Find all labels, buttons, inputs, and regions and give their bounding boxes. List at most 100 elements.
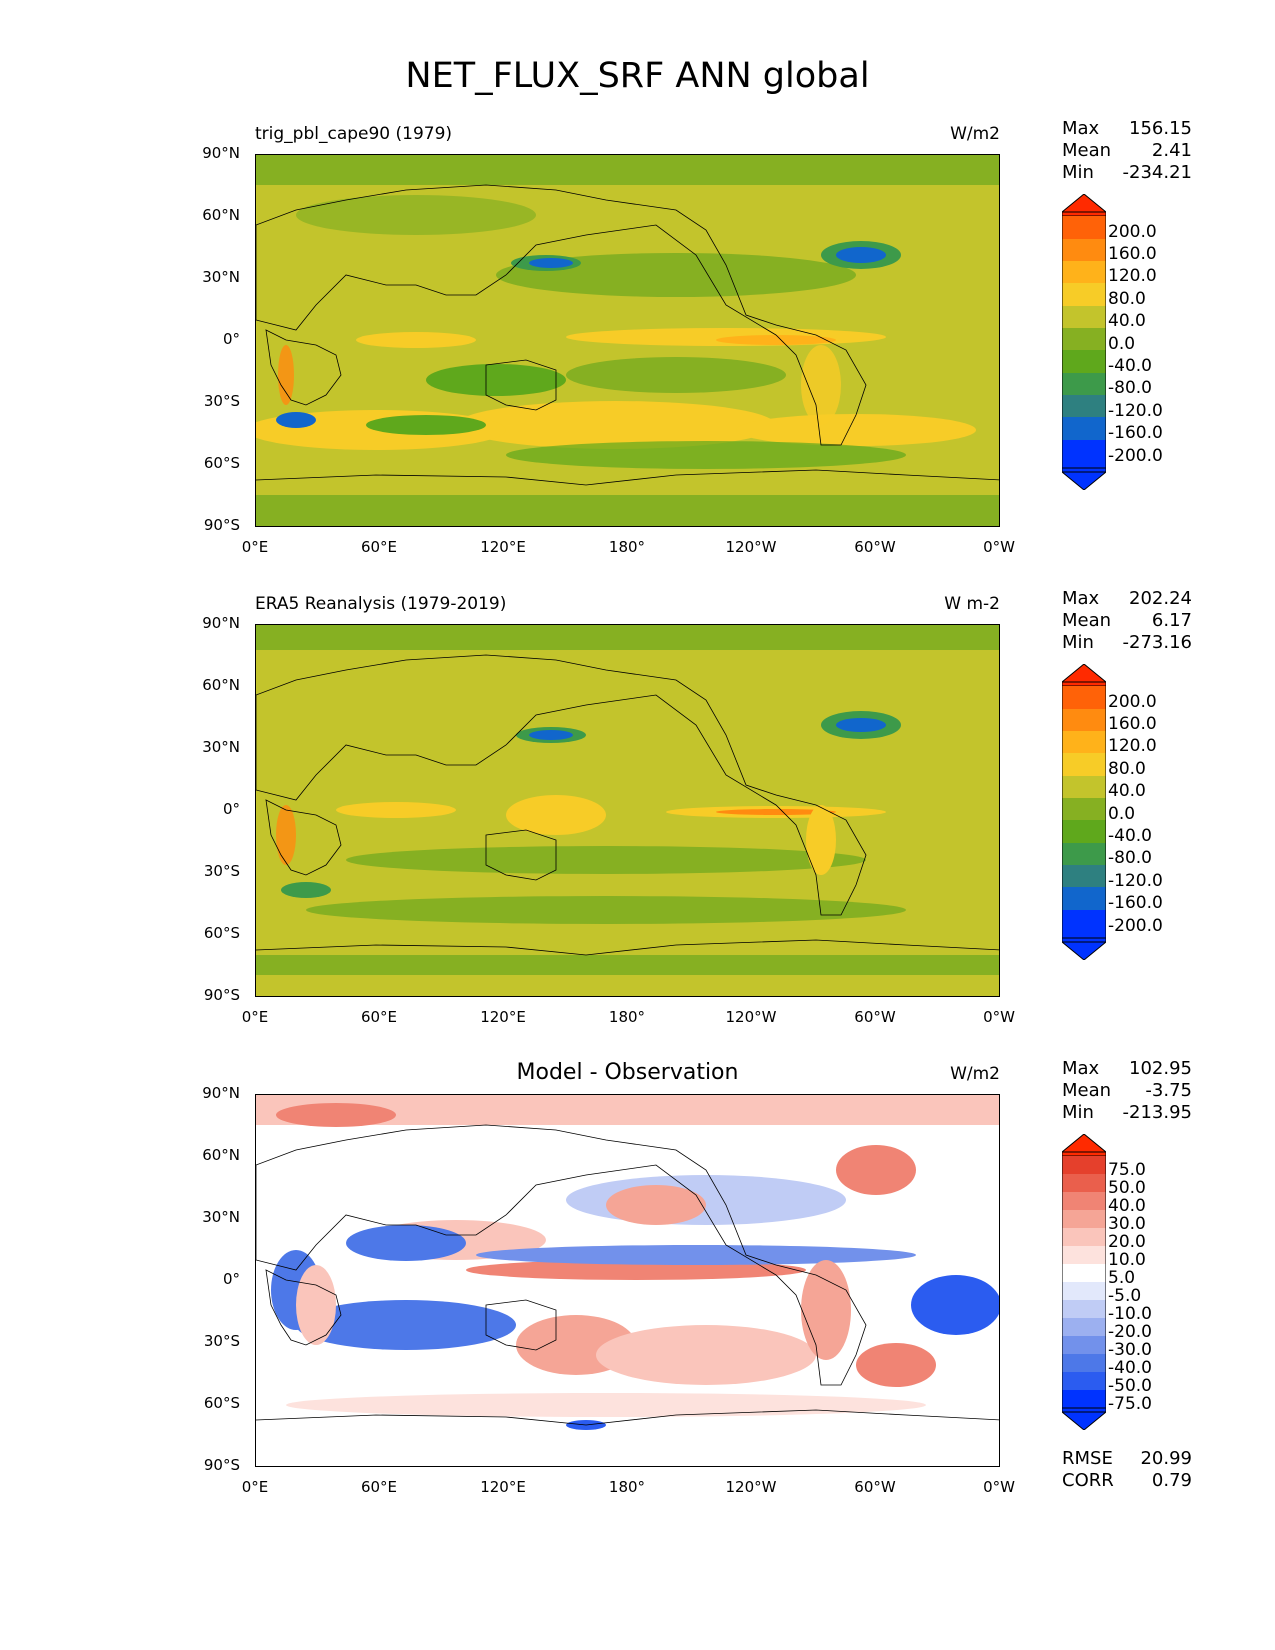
- units-label: W/m2: [950, 124, 1000, 144]
- stat-max: 102.95: [1129, 1058, 1192, 1079]
- colorbar-label: 30.0: [1108, 1214, 1146, 1234]
- stats-box: Max 156.15 Mean 2.41 Min -234.21: [1062, 118, 1192, 184]
- stats-box: Max 202.24 Mean 6.17 Min -273.16: [1062, 588, 1192, 654]
- colorbar-label: 80.0: [1108, 759, 1146, 779]
- lon-label: 180°: [608, 538, 646, 556]
- stat-label: Max: [1062, 1058, 1100, 1079]
- stat-min: -234.21: [1122, 162, 1192, 183]
- lat-label: 0°: [222, 330, 240, 348]
- panel-title: ERA5 Reanalysis (1979-2019): [255, 594, 507, 614]
- colorbar: [1061, 193, 1107, 491]
- colorbar-label: -80.0: [1108, 378, 1152, 398]
- colorbar-label: 10.0: [1108, 1250, 1146, 1270]
- colorbar-label: 75.0: [1108, 1160, 1146, 1180]
- lat-label: 30°S: [203, 1332, 240, 1350]
- stat-label: Min: [1062, 162, 1094, 183]
- stat-label: Mean: [1062, 140, 1112, 161]
- lat-label: 0°: [222, 1270, 240, 1288]
- lon-label: 60°W: [854, 1008, 896, 1026]
- colorbar-label: -40.0: [1108, 1358, 1152, 1378]
- lon-label: 0°E: [241, 1008, 269, 1026]
- lat-label: 30°N: [202, 268, 240, 286]
- lat-label: 60°S: [203, 454, 240, 472]
- map-plot-observation[interactable]: [255, 624, 1000, 997]
- colorbar-label: 40.0: [1108, 1196, 1146, 1216]
- colorbar-label: 80.0: [1108, 289, 1146, 309]
- colorbar-label: -40.0: [1108, 356, 1152, 376]
- lon-label: 0°W: [983, 538, 1015, 556]
- lat-label: 90°N: [202, 144, 240, 162]
- lon-label: 180°: [608, 1008, 646, 1026]
- metric-corr: 0.79: [1151, 1470, 1192, 1491]
- colorbar-label: 40.0: [1108, 781, 1146, 801]
- coastline-outline: [256, 184, 999, 486]
- colorbar: [1061, 663, 1107, 961]
- lon-label: 120°E: [480, 1008, 526, 1026]
- colorbar-label: -160.0: [1108, 423, 1163, 443]
- lon-label: 60°W: [854, 1478, 896, 1496]
- colorbar-graphic: [1061, 1133, 1107, 1431]
- stat-label: Min: [1062, 1102, 1094, 1123]
- lat-label: 30°N: [202, 738, 240, 756]
- lat-label: 0°: [222, 800, 240, 818]
- colorbar-label: -20.0: [1108, 1322, 1152, 1342]
- colorbar-graphic: [1061, 663, 1107, 961]
- lat-label: 30°S: [203, 392, 240, 410]
- map-field: [256, 625, 999, 996]
- colorbar-label: 200.0: [1108, 692, 1157, 712]
- colorbar-label: -120.0: [1108, 871, 1163, 891]
- map-field: [256, 1095, 999, 1466]
- lat-label: 60°S: [203, 1394, 240, 1412]
- colorbar-label: -50.0: [1108, 1376, 1152, 1396]
- lon-label: 120°W: [725, 1008, 777, 1026]
- colorbar-label: 120.0: [1108, 736, 1157, 756]
- units-label: W m-2: [944, 594, 1000, 614]
- lon-label: 60°E: [360, 1478, 398, 1496]
- lat-label: 90°S: [203, 986, 240, 1004]
- colorbar-label: 0.0: [1108, 804, 1136, 824]
- colorbar-label: -75.0: [1108, 1394, 1152, 1414]
- stat-label: Mean: [1062, 610, 1112, 631]
- stat-min: -273.16: [1122, 632, 1192, 653]
- map-plot-model[interactable]: [255, 154, 1000, 527]
- stat-label: Max: [1062, 118, 1100, 139]
- stats-box: Max 102.95 Mean -3.75 Min -213.95: [1062, 1058, 1192, 1124]
- stat-label: Min: [1062, 632, 1094, 653]
- colorbar-label: -5.0: [1108, 1286, 1142, 1306]
- lon-label: 0°E: [241, 538, 269, 556]
- lat-label: 90°S: [203, 1456, 240, 1474]
- colorbar-label: -80.0: [1108, 848, 1152, 868]
- colorbar-label: -200.0: [1108, 916, 1163, 936]
- lon-label: 120°W: [725, 538, 777, 556]
- lat-label: 60°N: [202, 1146, 240, 1164]
- lat-label: 60°S: [203, 924, 240, 942]
- lon-label: 0°W: [983, 1478, 1015, 1496]
- stat-label: Max: [1062, 588, 1100, 609]
- lat-label: 90°N: [202, 614, 240, 632]
- lon-label: 120°E: [480, 538, 526, 556]
- stat-mean: 2.41: [1151, 140, 1192, 161]
- units-label: W/m2: [950, 1064, 1000, 1084]
- map-field: [256, 155, 999, 526]
- stat-max: 202.24: [1129, 588, 1192, 609]
- colorbar-label: -10.0: [1108, 1304, 1152, 1324]
- metric-label: CORR: [1062, 1470, 1114, 1491]
- lat-label: 60°N: [202, 206, 240, 224]
- panel-observation: ERA5 Reanalysis (1979-2019) W m-2 90°N 6…: [0, 470, 1275, 1026]
- colorbar-label: -160.0: [1108, 893, 1163, 913]
- lat-label: 30°N: [202, 1208, 240, 1226]
- panel-title: Model - Observation: [516, 1060, 739, 1085]
- map-plot-difference[interactable]: [255, 1094, 1000, 1467]
- colorbar-graphic: [1061, 193, 1107, 491]
- lat-label: 90°N: [202, 1084, 240, 1102]
- stat-label: Mean: [1062, 1080, 1112, 1101]
- stat-min: -213.95: [1122, 1102, 1192, 1123]
- lon-label: 120°E: [480, 1478, 526, 1496]
- lon-label: 0°E: [241, 1478, 269, 1496]
- metrics-box: RMSE 20.99 CORR 0.79: [1062, 1448, 1192, 1492]
- stat-max: 156.15: [1129, 118, 1192, 139]
- figure-title: NET_FLUX_SRF ANN global: [405, 56, 870, 96]
- colorbar-label: 160.0: [1108, 244, 1157, 264]
- colorbar-label: -200.0: [1108, 446, 1163, 466]
- metric-rmse: 20.99: [1140, 1448, 1192, 1469]
